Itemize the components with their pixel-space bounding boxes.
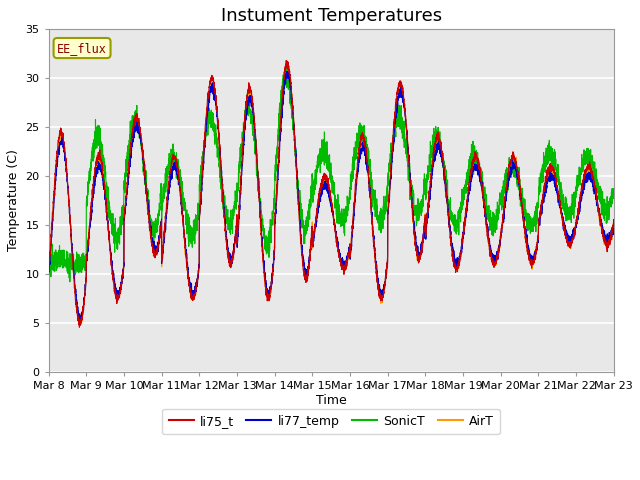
X-axis label: Time: Time [316, 394, 346, 407]
Y-axis label: Temperature (C): Temperature (C) [7, 150, 20, 252]
Legend: li75_t, li77_temp, SonicT, AirT: li75_t, li77_temp, SonicT, AirT [163, 408, 500, 434]
Text: EE_flux: EE_flux [57, 42, 107, 55]
Title: Instument Temperatures: Instument Temperatures [221, 7, 442, 25]
